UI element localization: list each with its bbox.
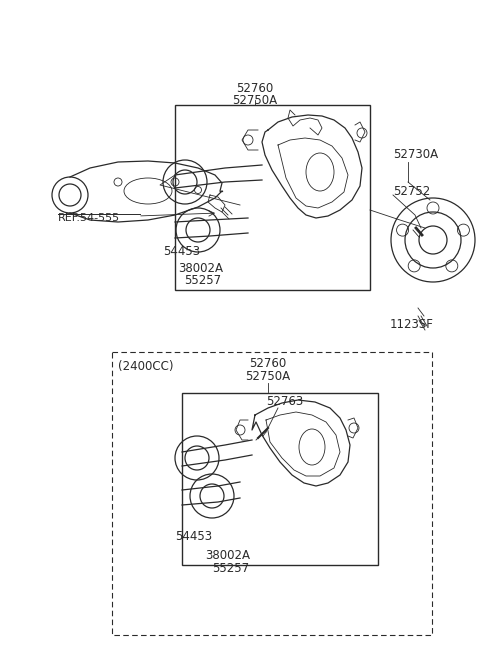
Text: 52752: 52752 bbox=[393, 185, 430, 198]
Text: 55257: 55257 bbox=[184, 274, 221, 287]
Bar bbox=[175, 105, 370, 290]
Text: 55257: 55257 bbox=[212, 562, 249, 575]
Text: 52763: 52763 bbox=[266, 395, 303, 408]
Text: (2400CC): (2400CC) bbox=[118, 360, 173, 373]
Text: 52750A: 52750A bbox=[245, 370, 290, 383]
Text: 52760: 52760 bbox=[236, 82, 274, 95]
Text: 38002A: 38002A bbox=[205, 549, 250, 562]
Text: 52730A: 52730A bbox=[393, 148, 438, 161]
Text: 38002A: 38002A bbox=[178, 262, 223, 275]
Text: 52750A: 52750A bbox=[232, 94, 277, 107]
Bar bbox=[182, 393, 378, 565]
Bar bbox=[112, 352, 432, 635]
Text: REF.54-555: REF.54-555 bbox=[58, 213, 120, 223]
Text: 54453: 54453 bbox=[163, 245, 200, 258]
Text: 54453: 54453 bbox=[175, 530, 212, 543]
Text: 1123SF: 1123SF bbox=[390, 318, 434, 331]
Text: 52760: 52760 bbox=[250, 357, 287, 370]
